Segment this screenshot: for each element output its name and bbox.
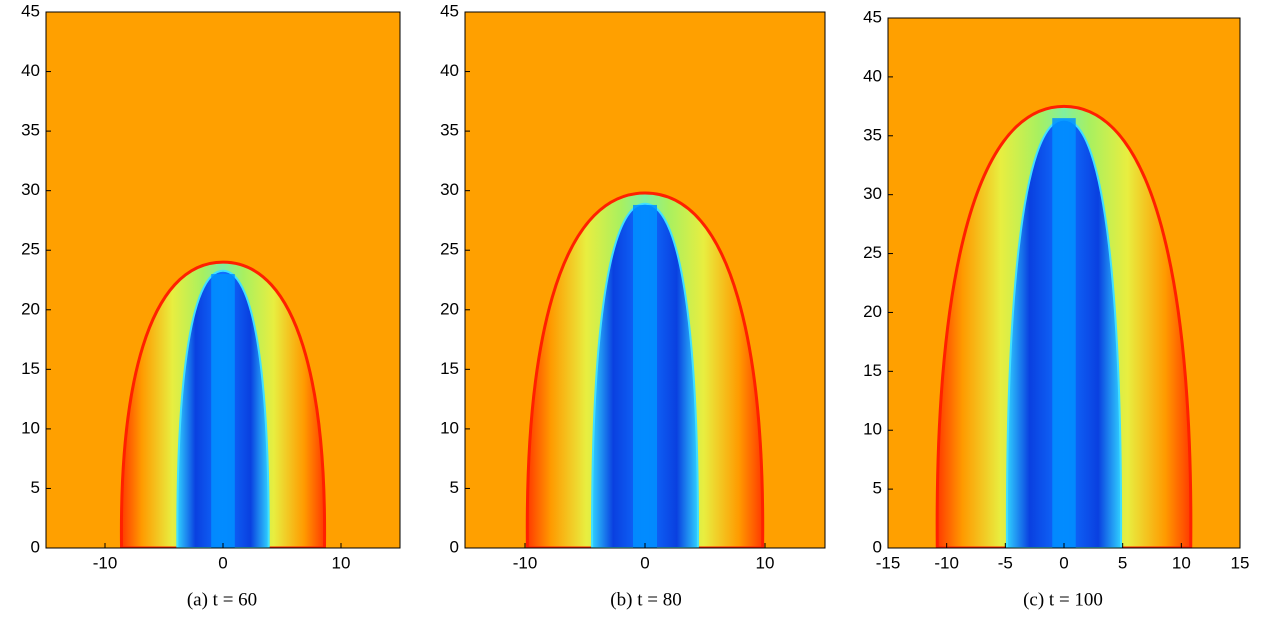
panel: 0 5 10 15 20 25 30 35 40 45 -15 -10 -5 0 5 10 15 (c) t = … bbox=[863, 7, 1249, 610]
y-tick-label: 45 bbox=[21, 1, 40, 20]
field-image bbox=[465, 12, 825, 548]
panel: 0 5 10 15 20 25 30 35 40 45 -10 0 10 (b) t = 80 bbox=[440, 1, 826, 610]
y-tick-label: 0 bbox=[450, 537, 459, 556]
x-tick-label: 10 bbox=[332, 553, 351, 572]
jet bbox=[1052, 118, 1076, 548]
y-tick-label: 30 bbox=[863, 184, 882, 203]
x-tick-label: 0 bbox=[218, 553, 227, 572]
x-tick-label: 10 bbox=[1172, 553, 1191, 572]
x-tick-label: -15 bbox=[876, 553, 901, 572]
y-tick-label: 35 bbox=[440, 121, 459, 140]
y-tick-label: 45 bbox=[863, 7, 882, 26]
x-tick-label: 0 bbox=[1059, 553, 1068, 572]
y-tick-label: 25 bbox=[21, 240, 40, 259]
y-tick-label: 45 bbox=[440, 1, 459, 20]
y-tick-label: 20 bbox=[863, 302, 882, 321]
x-tick-label: 10 bbox=[756, 553, 775, 572]
y-tick-label: 10 bbox=[863, 420, 882, 439]
x-tick-label: 5 bbox=[1118, 553, 1127, 572]
x-tick-label: -5 bbox=[998, 553, 1013, 572]
x-tick-label: -10 bbox=[513, 553, 538, 572]
y-tick-label: 40 bbox=[863, 66, 882, 85]
jet bbox=[633, 204, 657, 548]
y-tick-label: 20 bbox=[440, 299, 459, 318]
y-tick-label: 0 bbox=[873, 537, 882, 556]
field-image bbox=[888, 18, 1240, 548]
y-tick-label: 5 bbox=[31, 478, 40, 497]
x-tick-label: 0 bbox=[640, 553, 649, 572]
caption: (b) t = 80 bbox=[610, 589, 681, 610]
y-tick-label: 10 bbox=[21, 418, 40, 437]
jet bbox=[211, 274, 235, 548]
y-tick-label: 40 bbox=[21, 61, 40, 80]
caption: (c) t = 100 bbox=[1023, 589, 1103, 610]
y-tick-label: 25 bbox=[440, 240, 459, 259]
x-tick-label: -10 bbox=[934, 553, 959, 572]
y-tick-label: 5 bbox=[873, 479, 882, 498]
y-tick-label: 0 bbox=[31, 537, 40, 556]
y-tick-label: 15 bbox=[21, 359, 40, 378]
x-tick-label: -10 bbox=[93, 553, 118, 572]
field-image bbox=[46, 12, 400, 548]
y-tick-label: 35 bbox=[21, 121, 40, 140]
y-tick-label: 30 bbox=[21, 180, 40, 199]
y-tick-label: 40 bbox=[440, 61, 459, 80]
y-tick-label: 35 bbox=[863, 125, 882, 144]
y-tick-label: 25 bbox=[863, 243, 882, 262]
y-tick-label: 15 bbox=[863, 361, 882, 380]
y-tick-label: 20 bbox=[21, 299, 40, 318]
caption: (a) t = 60 bbox=[187, 589, 257, 610]
x-tick-label: 15 bbox=[1231, 553, 1250, 572]
y-tick-label: 5 bbox=[450, 478, 459, 497]
y-tick-label: 15 bbox=[440, 359, 459, 378]
y-tick-label: 10 bbox=[440, 418, 459, 437]
y-tick-label: 30 bbox=[440, 180, 459, 199]
panel: 0 5 10 15 20 25 30 35 40 45 -10 0 10 (a) t = 60 bbox=[21, 1, 401, 610]
